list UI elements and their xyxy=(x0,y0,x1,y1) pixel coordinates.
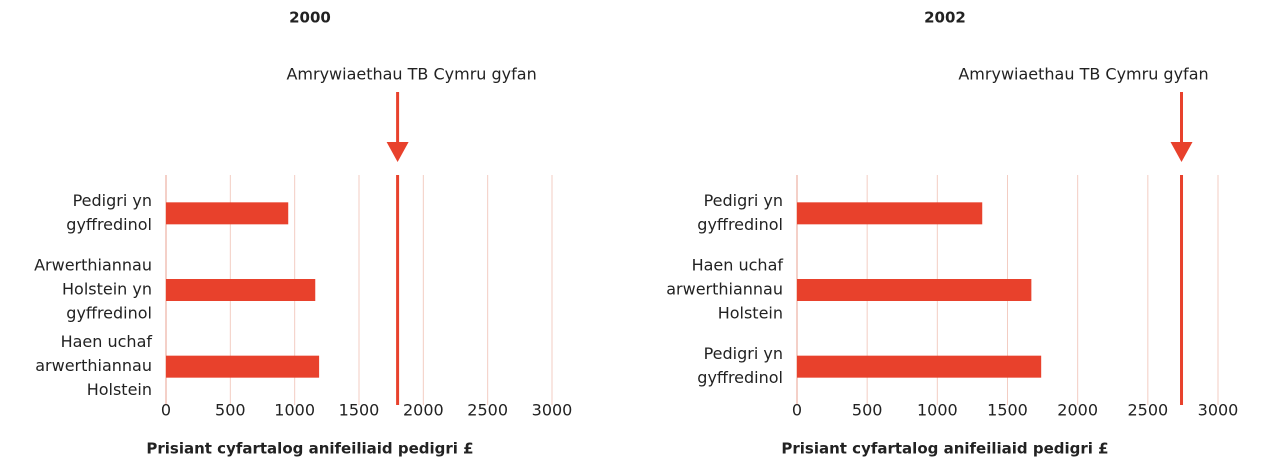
bar xyxy=(797,279,1032,301)
y-tick-label: gyffredinol xyxy=(697,368,783,387)
arrow-head xyxy=(386,142,409,162)
bar xyxy=(166,202,289,225)
x-tick-label: 2000 xyxy=(1057,401,1098,420)
x-axis-label: Prisiant cyfartalog anifeiliaid pedigri … xyxy=(781,440,1108,458)
bar xyxy=(166,355,320,378)
y-tick-label: arwerthiannau xyxy=(666,280,783,299)
x-tick-label: 3000 xyxy=(1198,401,1239,420)
x-axis-label: Prisiant cyfartalog anifeiliaid pedigri … xyxy=(146,440,473,458)
bar xyxy=(166,279,316,301)
x-tick-label: 0 xyxy=(161,401,171,420)
arrow-head xyxy=(1170,142,1193,162)
x-tick-label: 500 xyxy=(215,401,246,420)
y-tick-label: Pedigri yn xyxy=(704,191,783,210)
x-tick-label: 2500 xyxy=(467,401,508,420)
y-tick-label: Haen uchaf xyxy=(692,256,784,275)
x-tick-label: 1000 xyxy=(274,401,315,420)
x-tick-label: 2000 xyxy=(403,401,444,420)
x-tick-label: 2500 xyxy=(1127,401,1168,420)
chart-title: 2000 xyxy=(289,9,331,27)
chart-title: 2002 xyxy=(924,9,966,27)
x-tick-label: 1000 xyxy=(917,401,958,420)
y-tick-label: gyffredinol xyxy=(697,215,783,234)
x-tick-label: 0 xyxy=(792,401,802,420)
y-tick-label: Holstein xyxy=(718,304,783,323)
y-tick-label: Arwerthiannau xyxy=(34,256,152,275)
y-tick-label: Holstein xyxy=(87,380,152,399)
y-tick-label: Pedigri yn xyxy=(73,191,152,210)
y-tick-label: Holstein yn xyxy=(62,280,152,299)
y-tick-label: gyffredinol xyxy=(66,304,152,323)
y-tick-label: gyffredinol xyxy=(66,215,152,234)
x-tick-label: 1500 xyxy=(987,401,1028,420)
reference-label: Amrywiaethau TB Cymru gyfan xyxy=(958,65,1208,84)
y-tick-label: Pedigri yn xyxy=(704,344,783,363)
bar xyxy=(797,355,1042,378)
bar xyxy=(797,202,983,225)
x-tick-label: 1500 xyxy=(339,401,380,420)
y-tick-label: arwerthiannau xyxy=(35,356,152,375)
x-tick-label: 3000 xyxy=(532,401,573,420)
y-tick-label: Haen uchaf xyxy=(61,332,153,351)
x-tick-label: 500 xyxy=(852,401,883,420)
reference-label: Amrywiaethau TB Cymru gyfan xyxy=(286,65,536,84)
